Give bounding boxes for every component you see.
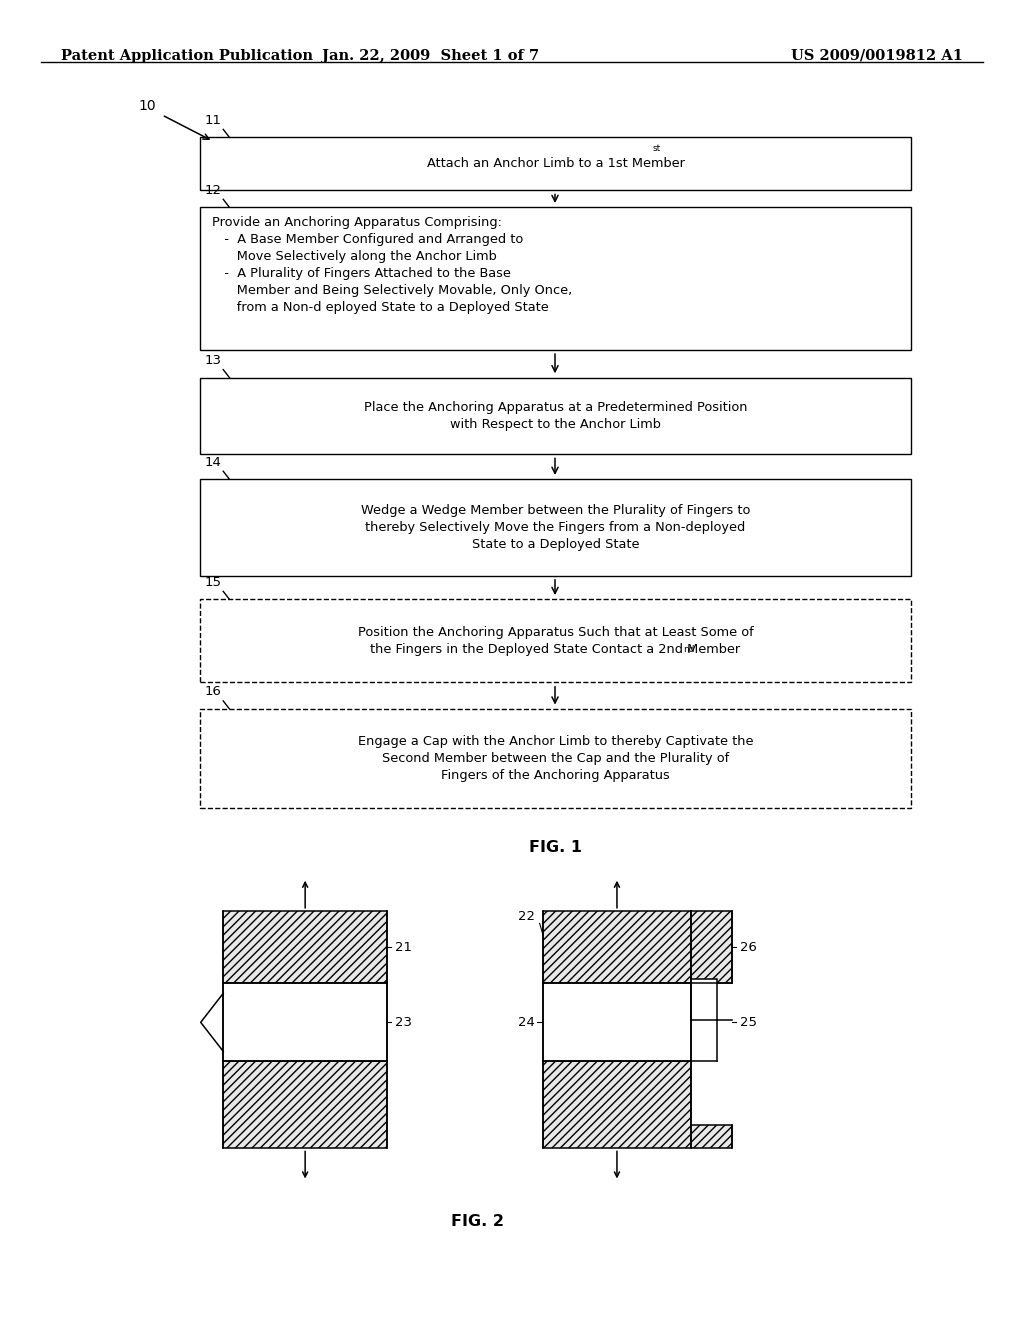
Text: 15: 15	[205, 576, 222, 589]
Text: Provide an Anchoring Apparatus Comprising:
   -  A Base Member Configured and Ar: Provide an Anchoring Apparatus Comprisin…	[212, 216, 572, 314]
Text: Position the Anchoring Apparatus Such that at Least Some of
the Fingers in the D: Position the Anchoring Apparatus Such th…	[357, 626, 754, 656]
Text: 21: 21	[395, 941, 413, 953]
Text: Wedge a Wedge Member between the Plurality of Fingers to
thereby Selectively Mov: Wedge a Wedge Member between the Plurali…	[360, 504, 751, 550]
Bar	[200, 137, 911, 190]
Text: 13: 13	[205, 354, 222, 367]
Bar	[223, 1061, 387, 1148]
Bar	[200, 599, 911, 682]
Text: 25: 25	[740, 1016, 758, 1028]
Bar	[543, 983, 691, 1061]
Bar	[223, 983, 387, 1061]
Bar	[691, 1125, 732, 1148]
Text: Jan. 22, 2009  Sheet 1 of 7: Jan. 22, 2009 Sheet 1 of 7	[322, 49, 539, 63]
Text: Place the Anchoring Apparatus at a Predetermined Position
with Respect to the An: Place the Anchoring Apparatus at a Prede…	[364, 401, 748, 430]
Text: 11: 11	[205, 114, 222, 127]
Text: 12: 12	[205, 183, 222, 197]
Text: 10: 10	[138, 99, 156, 112]
Bar	[200, 479, 911, 576]
Text: 23: 23	[395, 1016, 413, 1028]
Bar	[223, 911, 387, 983]
Text: 24: 24	[518, 1016, 535, 1028]
Text: Engage a Cap with the Anchor Limb to thereby Captivate the
Second Member between: Engage a Cap with the Anchor Limb to the…	[357, 735, 754, 781]
Text: 22: 22	[517, 911, 535, 924]
Bar	[691, 911, 732, 983]
Bar	[200, 378, 911, 454]
Bar	[691, 979, 717, 1020]
Text: 16: 16	[205, 685, 221, 698]
Bar	[543, 911, 691, 983]
Text: Patent Application Publication: Patent Application Publication	[61, 49, 313, 63]
Bar	[200, 207, 911, 350]
Text: nd: nd	[684, 645, 695, 655]
Bar	[200, 709, 911, 808]
Text: 26: 26	[740, 941, 757, 953]
Text: st: st	[653, 144, 662, 153]
Text: FIG. 1: FIG. 1	[528, 840, 582, 855]
Bar	[543, 1061, 691, 1148]
Text: US 2009/0019812 A1: US 2009/0019812 A1	[791, 49, 963, 63]
Text: 14: 14	[205, 455, 221, 469]
Text: Attach an Anchor Limb to a 1st Member: Attach an Anchor Limb to a 1st Member	[427, 157, 684, 170]
Text: FIG. 2: FIG. 2	[452, 1213, 504, 1229]
